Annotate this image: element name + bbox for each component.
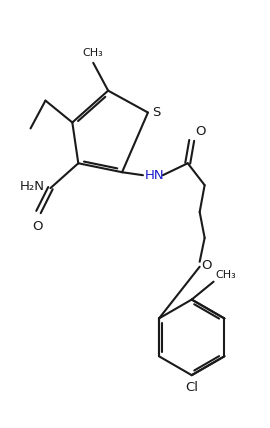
Text: HN: HN: [145, 169, 165, 182]
Text: CH₃: CH₃: [215, 270, 236, 279]
Text: O: O: [196, 125, 206, 138]
Text: O: O: [32, 220, 43, 233]
Text: O: O: [202, 259, 212, 272]
Text: CH₃: CH₃: [83, 48, 104, 58]
Text: H₂N: H₂N: [19, 180, 45, 193]
Text: Cl: Cl: [185, 381, 198, 394]
Text: S: S: [152, 106, 160, 119]
